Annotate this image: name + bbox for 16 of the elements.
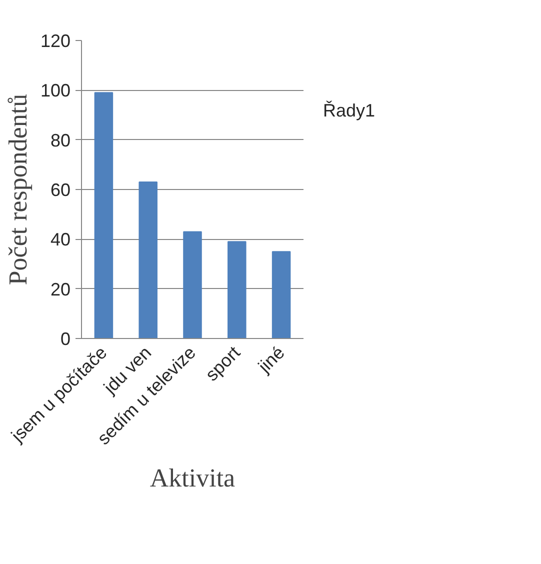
bar bbox=[272, 251, 291, 338]
y-tick-label: 80 bbox=[50, 130, 71, 150]
bar bbox=[138, 182, 158, 338]
y-tick-label: 100 bbox=[40, 80, 71, 101]
y-tick-label: 40 bbox=[50, 230, 71, 250]
bar bbox=[183, 231, 202, 338]
x-axis-title: Aktivita bbox=[150, 464, 236, 493]
y-tick-label: 20 bbox=[50, 279, 71, 300]
bar bbox=[228, 241, 246, 338]
y-tick-label: 60 bbox=[50, 180, 71, 200]
y-axis-title: Počet respondentů bbox=[3, 94, 32, 286]
text: Řady1 bbox=[323, 100, 376, 121]
bar bbox=[94, 92, 114, 338]
x-tick-label: jiné bbox=[254, 342, 288, 378]
y-tick-label: 0 bbox=[60, 329, 71, 349]
y-tick-label: 120 bbox=[40, 31, 71, 51]
